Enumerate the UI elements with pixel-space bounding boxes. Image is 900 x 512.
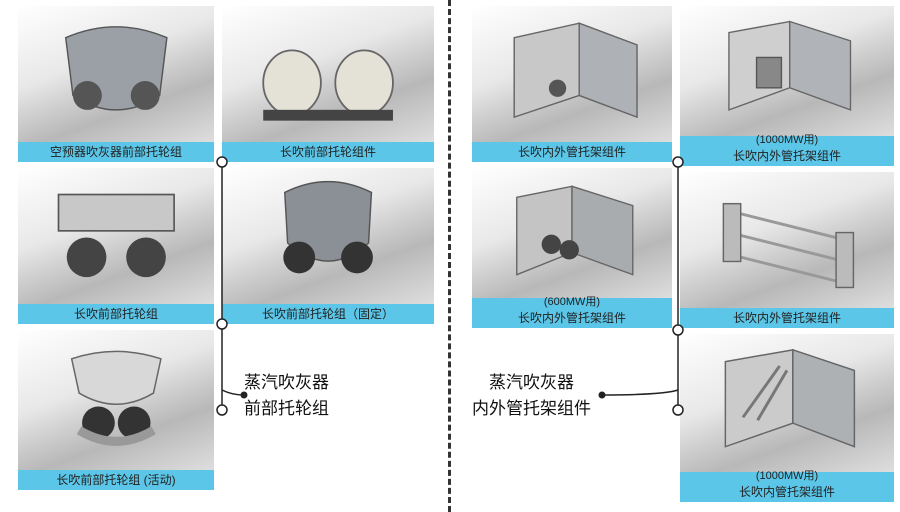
caption: 空预器吹灰器前部托轮组 (18, 142, 214, 162)
cell-r2: (1000MW用) 长吹内外管托架组件 (680, 6, 894, 166)
caption: 长吹内外管托架组件 (680, 308, 894, 328)
caption: 长吹前部托轮组 (18, 304, 214, 324)
left-title: 蒸汽吹灰器 前部托轮组 (244, 370, 329, 421)
product-illustration (472, 168, 672, 298)
product-illustration (680, 6, 894, 136)
caption: 长吹前部托轮组件 (222, 142, 434, 162)
note: (1000MW用) (680, 134, 894, 146)
cell-r5: (1000MW用) 长吹内管托架组件 (680, 334, 894, 502)
caption-text: 长吹内管托架组件 (739, 485, 835, 499)
product-illustration (472, 6, 672, 142)
right-title: 蒸汽吹灰器 内外管托架组件 (472, 370, 591, 421)
note: (600MW用) (472, 296, 672, 308)
right-group: 长吹内外管托架组件 (1000MW用) 长吹内外管托架组件 (600MW用) 长… (452, 0, 900, 512)
cell-l4: 长吹前部托轮组（固定） (222, 168, 434, 324)
product-illustration (680, 334, 894, 472)
title-line1: 蒸汽吹灰器 (244, 373, 329, 392)
cell-r4: 长吹内外管托架组件 (680, 172, 894, 328)
product-illustration (222, 6, 434, 142)
cell-r3: (600MW用) 长吹内外管托架组件 (472, 168, 672, 328)
left-group: 空预器吹灰器前部托轮组 长吹前部托轮组件 长吹前部托轮组 长吹前部托轮组（固定）… (0, 0, 448, 512)
caption: (1000MW用) 长吹内外管托架组件 (680, 134, 894, 164)
title-line2: 前部托轮组 (244, 399, 329, 418)
caption: 长吹前部托轮组 (活动) (18, 470, 214, 490)
caption-text: 长吹内外管托架组件 (733, 149, 841, 163)
caption: (600MW用) 长吹内外管托架组件 (472, 296, 672, 326)
cell-l5: 长吹前部托轮组 (活动) (18, 330, 214, 490)
product-illustration (18, 330, 214, 470)
title-line1: 蒸汽吹灰器 (489, 373, 574, 392)
product-illustration (18, 6, 214, 142)
caption: 长吹内外管托架组件 (472, 142, 672, 162)
cell-l2: 长吹前部托轮组件 (222, 6, 434, 162)
note: (1000MW用) (680, 470, 894, 482)
product-illustration (222, 168, 434, 304)
caption-text: 长吹内外管托架组件 (518, 311, 626, 325)
cell-r1: 长吹内外管托架组件 (472, 6, 672, 162)
cell-l3: 长吹前部托轮组 (18, 168, 214, 324)
product-illustration (680, 172, 894, 308)
caption: 长吹前部托轮组（固定） (222, 304, 434, 324)
cell-l1: 空预器吹灰器前部托轮组 (18, 6, 214, 162)
title-line2: 内外管托架组件 (472, 399, 591, 418)
caption: (1000MW用) 长吹内管托架组件 (680, 470, 894, 500)
product-illustration (18, 168, 214, 304)
